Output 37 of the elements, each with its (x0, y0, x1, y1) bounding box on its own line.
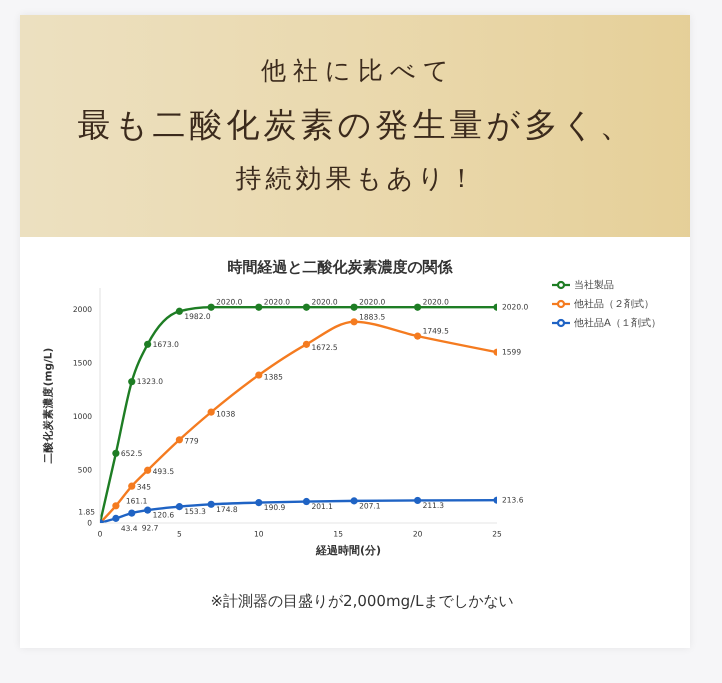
point (112, 502, 120, 510)
text: 最も二酸化炭素の発生量が多く、 (76, 104, 638, 146)
legend-label: 他社品（２剤式） (574, 299, 654, 310)
y-axis-title: 二酸化炭素濃度(mg/L) (42, 348, 55, 464)
point (302, 304, 310, 311)
text: 持続効果もあり！ (234, 163, 480, 196)
point (350, 304, 358, 311)
point (350, 497, 358, 504)
point (414, 332, 422, 340)
legend-label: 当社製品 (574, 280, 614, 291)
point (144, 466, 152, 474)
point (302, 340, 310, 348)
point (414, 304, 422, 311)
point (414, 496, 422, 504)
point (302, 498, 310, 506)
point (176, 503, 183, 510)
point (255, 371, 262, 379)
point (208, 500, 215, 508)
point (128, 378, 136, 386)
point (112, 450, 120, 457)
point (208, 408, 215, 416)
point (350, 318, 358, 326)
x-axis-title: 経過時間(分) (314, 544, 382, 557)
chart-title: 時間経過と二酸化炭素濃度の関係 (226, 258, 454, 277)
legend-label: 他社品A（１剤式） (574, 318, 661, 329)
point (144, 340, 152, 348)
point (112, 514, 120, 522)
point (128, 510, 136, 517)
point (144, 506, 152, 514)
text: 他社に比べて (260, 55, 457, 87)
point (176, 308, 183, 315)
point (255, 304, 262, 311)
point (176, 436, 183, 444)
point (208, 304, 215, 311)
point (128, 482, 136, 490)
text: ※計測器の目盛りが2,000mg/Lまでしかない (209, 592, 515, 611)
point (255, 499, 262, 506)
